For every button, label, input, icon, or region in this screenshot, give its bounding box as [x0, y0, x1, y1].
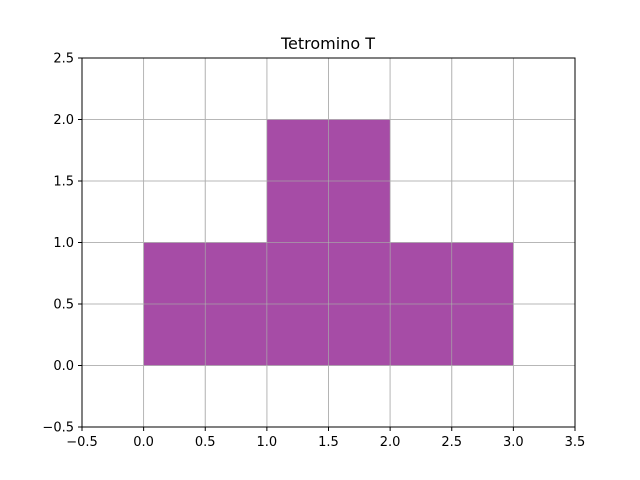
x-tick-label: 3.0	[503, 435, 524, 450]
x-tick-label: −0.5	[66, 435, 98, 450]
x-tick-label: 0.0	[133, 435, 154, 450]
x-tick-label: 1.5	[318, 435, 339, 450]
y-tick-label: 0.0	[53, 359, 74, 374]
x-tick-label: 3.5	[565, 435, 586, 450]
y-tick-label: 0.5	[53, 298, 74, 313]
x-tick-label: 0.5	[195, 435, 216, 450]
y-tick-label: 2.5	[53, 52, 74, 67]
y-tick-label: 2.0	[53, 113, 74, 128]
plot-area: −0.5 0.0 0.5 1.0 1.5 2.0 2.5 3.0 3.5 −0.5 0.0 0.5 1.…	[42, 52, 585, 451]
x-tick-label: 2.0	[380, 435, 401, 450]
y-tick-label: −0.5	[42, 421, 74, 436]
chart-title: Tetromino T	[280, 34, 375, 53]
x-tick-label: 1.0	[257, 435, 278, 450]
y-tick-label: 1.0	[53, 236, 74, 251]
y-tick-label: 1.5	[53, 175, 74, 190]
x-tick-label: 2.5	[441, 435, 462, 450]
